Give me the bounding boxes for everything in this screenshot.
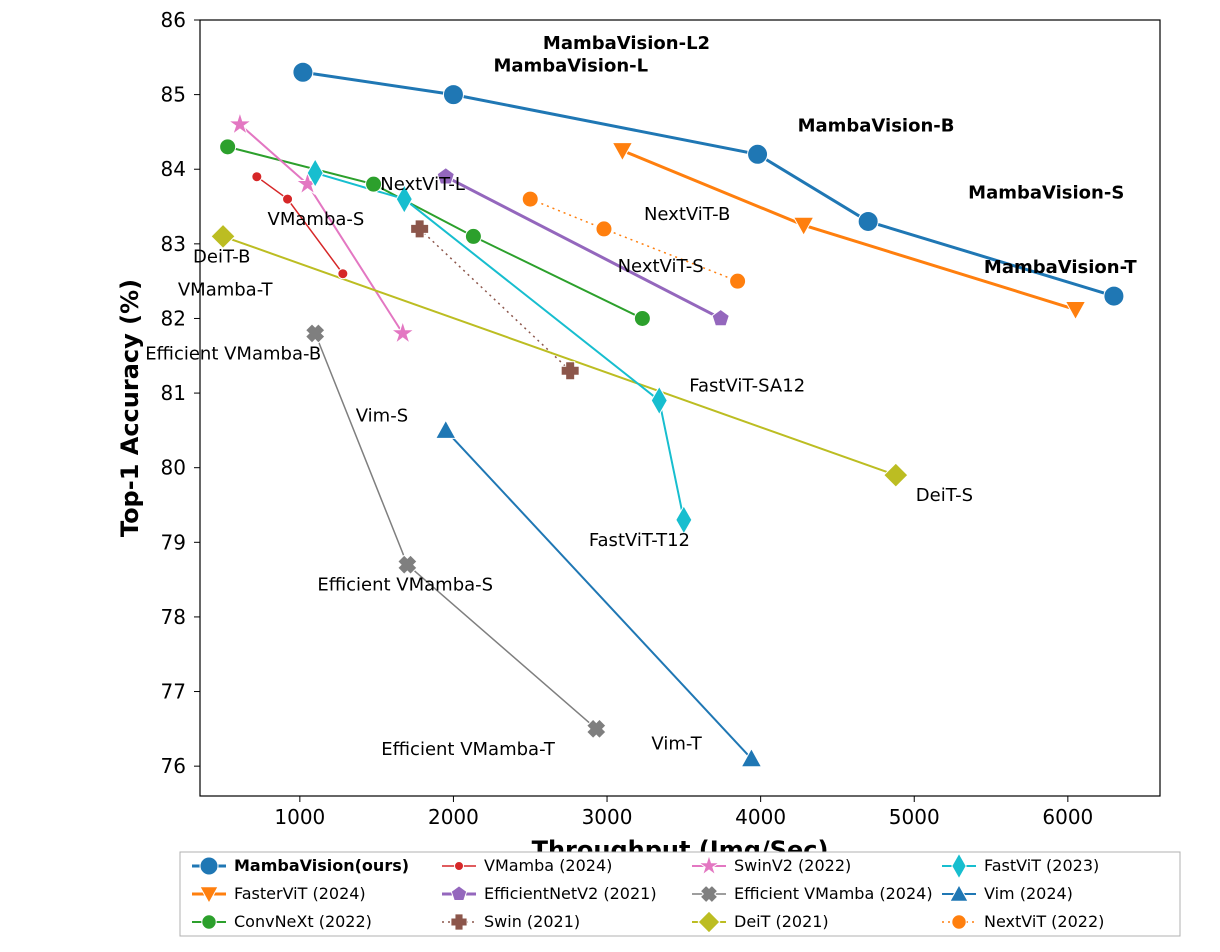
svg-text:DeiT-B: DeiT-B (193, 246, 250, 267)
svg-text:Efficient VMamba (2024): Efficient VMamba (2024) (734, 884, 933, 903)
svg-text:NextViT-L: NextViT-L (380, 174, 465, 195)
svg-text:77: 77 (161, 680, 186, 704)
svg-text:DeiT (2021): DeiT (2021) (734, 912, 829, 931)
svg-text:84: 84 (161, 157, 186, 181)
svg-text:Top-1 Accuracy (%): Top-1 Accuracy (%) (116, 279, 144, 537)
svg-text:2000: 2000 (428, 805, 479, 829)
svg-text:76: 76 (161, 754, 186, 778)
svg-text:6000: 6000 (1042, 805, 1093, 829)
svg-text:Vim-S: Vim-S (356, 405, 408, 426)
svg-text:83: 83 (161, 232, 186, 256)
svg-text:82: 82 (161, 306, 186, 330)
svg-text:86: 86 (161, 8, 186, 32)
svg-text:80: 80 (161, 456, 186, 480)
svg-text:78: 78 (161, 605, 186, 629)
svg-text:Efficient VMamba-B: Efficient VMamba-B (145, 343, 321, 364)
svg-text:5000: 5000 (889, 805, 940, 829)
svg-text:85: 85 (161, 83, 186, 107)
svg-text:1000: 1000 (274, 805, 325, 829)
svg-text:81: 81 (161, 381, 186, 405)
svg-text:4000: 4000 (735, 805, 786, 829)
svg-text:EfficientNetV2 (2021): EfficientNetV2 (2021) (484, 884, 657, 903)
svg-text:Efficient VMamba-T: Efficient VMamba-T (381, 739, 556, 760)
svg-text:MambaVision(ours): MambaVision(ours) (234, 856, 409, 875)
svg-text:FastViT-T12: FastViT-T12 (589, 530, 690, 551)
svg-text:MambaVision-B: MambaVision-B (798, 115, 955, 136)
svg-text:NextViT (2022): NextViT (2022) (984, 912, 1104, 931)
svg-text:MambaVision-L2: MambaVision-L2 (543, 33, 710, 54)
svg-text:DeiT-S: DeiT-S (916, 485, 973, 506)
svg-text:FastViT (2023): FastViT (2023) (984, 856, 1099, 875)
svg-text:FasterViT (2024): FasterViT (2024) (234, 884, 366, 903)
svg-text:79: 79 (161, 530, 186, 554)
svg-text:FastViT-SA12: FastViT-SA12 (689, 376, 805, 397)
svg-text:MambaVision-S: MambaVision-S (968, 182, 1124, 203)
svg-text:Vim (2024): Vim (2024) (984, 884, 1073, 903)
svg-text:ConvNeXt (2022): ConvNeXt (2022) (234, 912, 372, 931)
svg-text:NextViT-S: NextViT-S (618, 256, 704, 277)
svg-text:MambaVision-T: MambaVision-T (984, 257, 1138, 278)
svg-text:VMamba (2024): VMamba (2024) (484, 856, 612, 875)
svg-text:MambaVision-L: MambaVision-L (493, 56, 648, 77)
svg-text:Swin (2021): Swin (2021) (484, 912, 580, 931)
svg-text:NextViT-B: NextViT-B (644, 204, 730, 225)
chart-container: 1000 2000 3000 4000 5000 6000 76 77 78 79 80 81 82 83… (0, 0, 1220, 952)
svg-text:3000: 3000 (582, 805, 633, 829)
svg-text:VMamba-T: VMamba-T (178, 280, 274, 301)
svg-text:VMamba-S: VMamba-S (268, 209, 365, 230)
svg-text:SwinV2 (2022): SwinV2 (2022) (734, 856, 851, 875)
svg-text:Vim-T: Vim-T (651, 734, 702, 755)
chart-svg: 1000 2000 3000 4000 5000 6000 76 77 78 79 80 81 82 83… (0, 0, 1220, 952)
svg-text:Efficient VMamba-S: Efficient VMamba-S (317, 575, 493, 596)
